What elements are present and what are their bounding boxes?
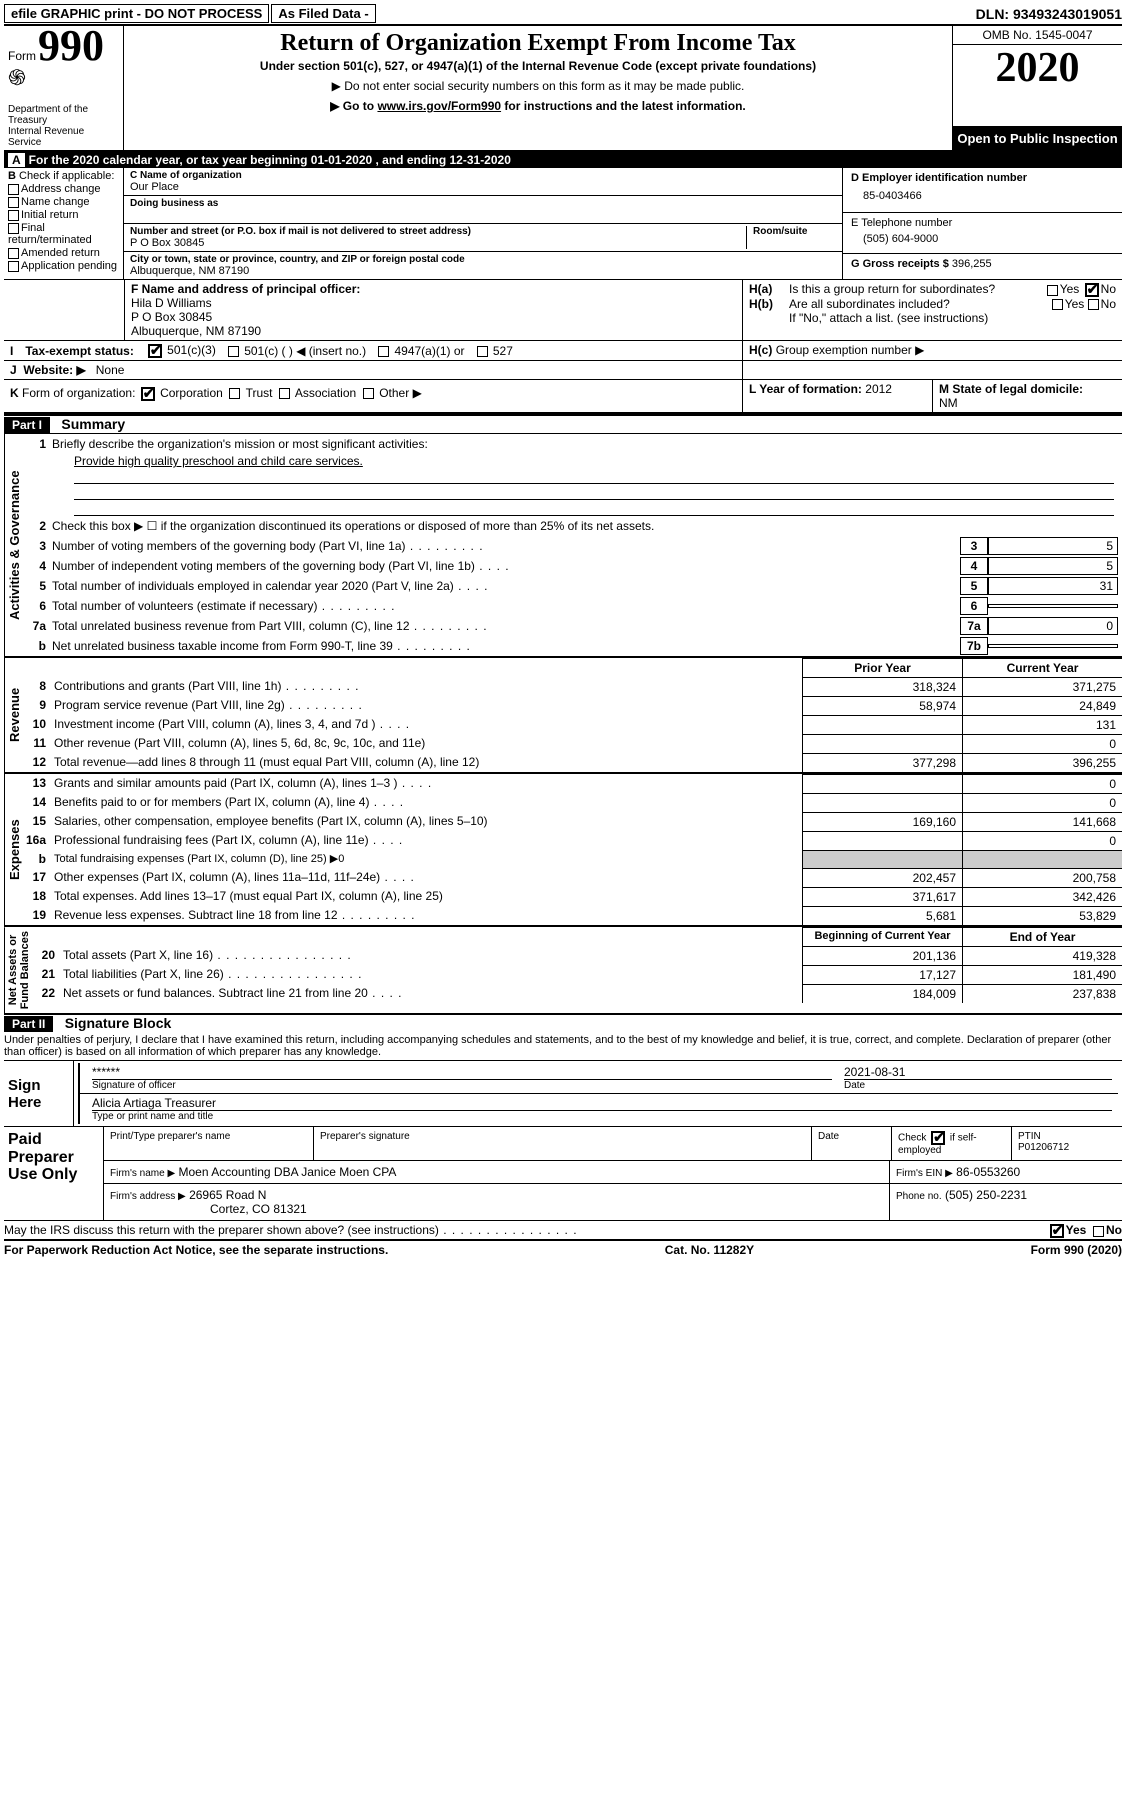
phone: (505) 604-9000 — [851, 229, 1114, 249]
officer-label: F Name and address of principal officer: — [131, 282, 360, 296]
sig-date: 2021-08-31 — [844, 1065, 1112, 1079]
sign-here-label: Sign Here — [4, 1061, 74, 1126]
open-to-public: Open to Public Inspection — [953, 127, 1122, 150]
city-label: City or town, state or province, country… — [130, 254, 836, 265]
ein: 85-0403466 — [851, 184, 1114, 208]
domicile: NM — [939, 396, 958, 410]
dept-label: Department of the Treasury Internal Reve… — [8, 104, 119, 148]
form-title: Return of Organization Exempt From Incom… — [130, 30, 946, 57]
officer-addr2: Albuquerque, NM 87190 — [131, 324, 736, 338]
org-name: Our Place — [130, 181, 836, 193]
corp-checkbox[interactable] — [141, 387, 155, 401]
col-d: D Employer identification number 85-0403… — [842, 168, 1122, 279]
firm-addr2: Cortez, CO 81321 — [110, 1202, 883, 1216]
revenue-section: Revenue Prior YearCurrent Year 8Contribu… — [4, 658, 1122, 774]
dln: DLN: 93493243019051 — [976, 6, 1122, 22]
irs-link[interactable]: www.irs.gov/Form990 — [377, 99, 501, 113]
activities-section: Activities & Governance 1Briefly describ… — [4, 434, 1122, 658]
part-ii-header: Part II Signature Block — [4, 1015, 1122, 1032]
tax-year: 2020 — [953, 45, 1122, 127]
vtab-revenue: Revenue — [4, 658, 24, 772]
gross-label: G Gross receipts $ — [851, 258, 949, 270]
footer-left: For Paperwork Reduction Act Notice, see … — [4, 1243, 388, 1257]
phone-label: E Telephone number — [851, 217, 1114, 229]
form-number: Form 990 — [8, 28, 119, 63]
sign-here-row: Sign Here ****** Signature of officer 20… — [4, 1061, 1122, 1127]
ein-label: D Employer identification number — [851, 172, 1027, 184]
col-b: B Check if applicable: Address change Na… — [4, 168, 124, 279]
org-name-label: C Name of organization — [130, 170, 836, 181]
website: None — [96, 363, 125, 377]
note-ssn: ▶ Do not enter social security numbers o… — [130, 79, 946, 93]
omb-number: OMB No. 1545-0047 — [953, 26, 1122, 45]
firm-phone: (505) 250-2231 — [945, 1188, 1027, 1202]
discuss-yes-checkbox[interactable] — [1050, 1224, 1064, 1238]
expenses-section: Expenses 13Grants and similar amounts pa… — [4, 774, 1122, 927]
addr: P O Box 30845 — [130, 237, 746, 249]
year-formation: 2012 — [865, 382, 892, 396]
col-c: C Name of organization Our Place Doing b… — [124, 168, 842, 279]
form-subtitle: Under section 501(c), 527, or 4947(a)(1)… — [130, 59, 946, 73]
asfiled-label: As Filed Data - — [271, 4, 375, 23]
sig-stars: ****** — [92, 1065, 832, 1079]
vtab-expenses: Expenses — [4, 774, 24, 925]
ptin: P01206712 — [1018, 1142, 1116, 1153]
identity-grid: B Check if applicable: Address change Na… — [4, 168, 1122, 280]
city: Albuquerque, NM 87190 — [130, 265, 836, 277]
dba-label: Doing business as — [130, 198, 836, 209]
paid-preparer-label: Paid Preparer Use Only — [4, 1127, 104, 1220]
vtab-activities: Activities & Governance — [4, 434, 24, 656]
room-label: Room/suite — [753, 226, 836, 237]
footer: For Paperwork Reduction Act Notice, see … — [4, 1239, 1122, 1259]
part-i-header: Part I Summary — [4, 414, 1122, 434]
irs-logo-icon: ֍ — [8, 63, 119, 92]
footer-right: Form 990 (2020) — [1031, 1243, 1122, 1257]
gross-val: 396,255 — [952, 258, 992, 270]
topbar: efile GRAPHIC print - DO NOT PROCESS As … — [4, 4, 1122, 26]
row-fh: F Name and address of principal officer:… — [4, 280, 1122, 341]
firm-addr1: 26965 Road N — [189, 1188, 266, 1202]
hc-label: Group exemption number ▶ — [776, 343, 925, 357]
firm-name: Moen Accounting DBA Janice Moen CPA — [179, 1165, 397, 1179]
officer-name: Hila D Williams — [131, 296, 736, 310]
sig-name: Alicia Artiaga Treasurer — [92, 1096, 1112, 1110]
form-header: Form 990 ֍ Department of the Treasury In… — [4, 26, 1122, 152]
addr-label: Number and street (or P.O. box if mail i… — [130, 226, 746, 237]
row-j: J Website: ▶ None — [4, 361, 1122, 380]
vtab-netassets: Net Assets or Fund Balances — [4, 927, 33, 1013]
discuss-row: May the IRS discuss this return with the… — [4, 1221, 1122, 1239]
hb-note: If "No," attach a list. (see instruction… — [749, 311, 1116, 325]
netassets-section: Net Assets or Fund Balances Beginning of… — [4, 927, 1122, 1015]
self-employed-checkbox[interactable] — [931, 1131, 945, 1145]
row-klm: K Form of organization: Corporation Trus… — [4, 380, 1122, 414]
footer-mid: Cat. No. 11282Y — [665, 1243, 754, 1257]
officer-addr1: P O Box 30845 — [131, 310, 736, 324]
mission-text: Provide high quality preschool and child… — [24, 454, 1122, 468]
row-i: ITax-exempt status: 501(c)(3) 501(c) ( )… — [4, 341, 1122, 361]
row-a: AFor the 2020 calendar year, or tax year… — [4, 152, 1122, 168]
firm-ein: 86-0553260 — [956, 1165, 1020, 1179]
paid-preparer: Paid Preparer Use Only Print/Type prepar… — [4, 1127, 1122, 1221]
note-link: ▶ Go to www.irs.gov/Form990 for instruct… — [130, 99, 946, 113]
501c3-checkbox[interactable] — [148, 344, 162, 358]
perjury-text: Under penalties of perjury, I declare th… — [4, 1032, 1122, 1061]
ha-no-checkbox[interactable] — [1085, 283, 1099, 297]
